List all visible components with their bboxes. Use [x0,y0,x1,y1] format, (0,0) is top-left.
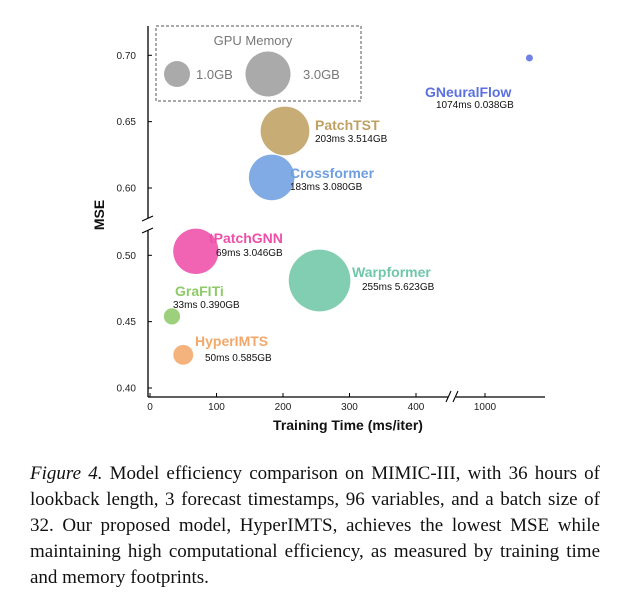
x-tick-label: 100 [208,402,225,413]
point-stats: 33ms 0.390GB [173,300,240,311]
y-tick-label: 0.45 [117,317,137,328]
point-grafiti [163,308,181,325]
point-stats: 69ms 3.046GB [216,248,283,259]
point-label: PatchTST [315,117,380,133]
point-stats: 1074ms 0.038GB [436,100,514,111]
point-patchtst [260,106,310,156]
figure-label: Figure 4. [30,463,103,484]
x-tick-label: 400 [408,402,425,413]
point-hyperimts [173,344,194,365]
x-tick-label: 1000 [474,402,497,413]
figure-caption: Figure 4. Model efficiency comparison on… [30,461,600,591]
chart-axes: 0 100 200 300 400 1000 0.40 0.45 0.50 0.60 0.65 0.7… [117,26,545,413]
caption-text: Model efficiency comparison on MIMIC-III… [30,463,600,588]
point-warpformer [288,249,351,312]
y-axis-break-mark [141,227,154,234]
y-axis-title: MSE [91,200,107,230]
x-tick-label: 200 [275,402,292,413]
legend-bubble [164,61,190,87]
point-tpatchgnn [173,228,219,275]
point-stats: 255ms 5.623GB [362,282,435,293]
point-label: Warpformer [352,264,431,280]
x-axis-break-mark [445,390,452,403]
y-axis-break-mark [141,215,154,222]
legend-box [155,25,362,102]
y-tick-label: 0.60 [117,184,137,195]
point-label: HyperIMTS [195,333,268,349]
legend-title: GPU Memory [214,33,293,48]
point-label: Crossformer [290,165,375,181]
x-axis-title: Training Time (ms/iter) [273,417,423,433]
efficiency-chart: 0 100 200 300 400 1000 0.40 0.45 0.50 0.60 0.65 0.7… [91,25,545,433]
x-tick-label: 300 [341,402,358,413]
x-axis-break-mark [452,390,459,403]
point-label: tPatchGNN [209,230,283,246]
legend-entry-label: 3.0GB [303,67,340,82]
y-tick-label: 0.70 [117,51,137,62]
point-crossformer [248,154,295,201]
legend-entry-label: 1.0GB [196,67,233,82]
point-stats: 183ms 3.080GB [290,182,363,193]
y-tick-label: 0.65 [117,117,137,128]
gpu-memory-legend: GPU Memory 1.0GB 3.0GB [155,25,362,102]
point-label: GraFITi [175,283,224,299]
point-gneuralflow [525,54,533,62]
point-stats: 50ms 0.585GB [205,353,272,364]
x-tick-label: 0 [147,402,153,413]
y-tick-label: 0.50 [117,251,137,262]
point-stats: 203ms 3.514GB [315,134,388,145]
y-tick-label: 0.40 [117,384,137,395]
point-label: GNeuralFlow [425,84,511,100]
legend-bubble [245,51,291,97]
